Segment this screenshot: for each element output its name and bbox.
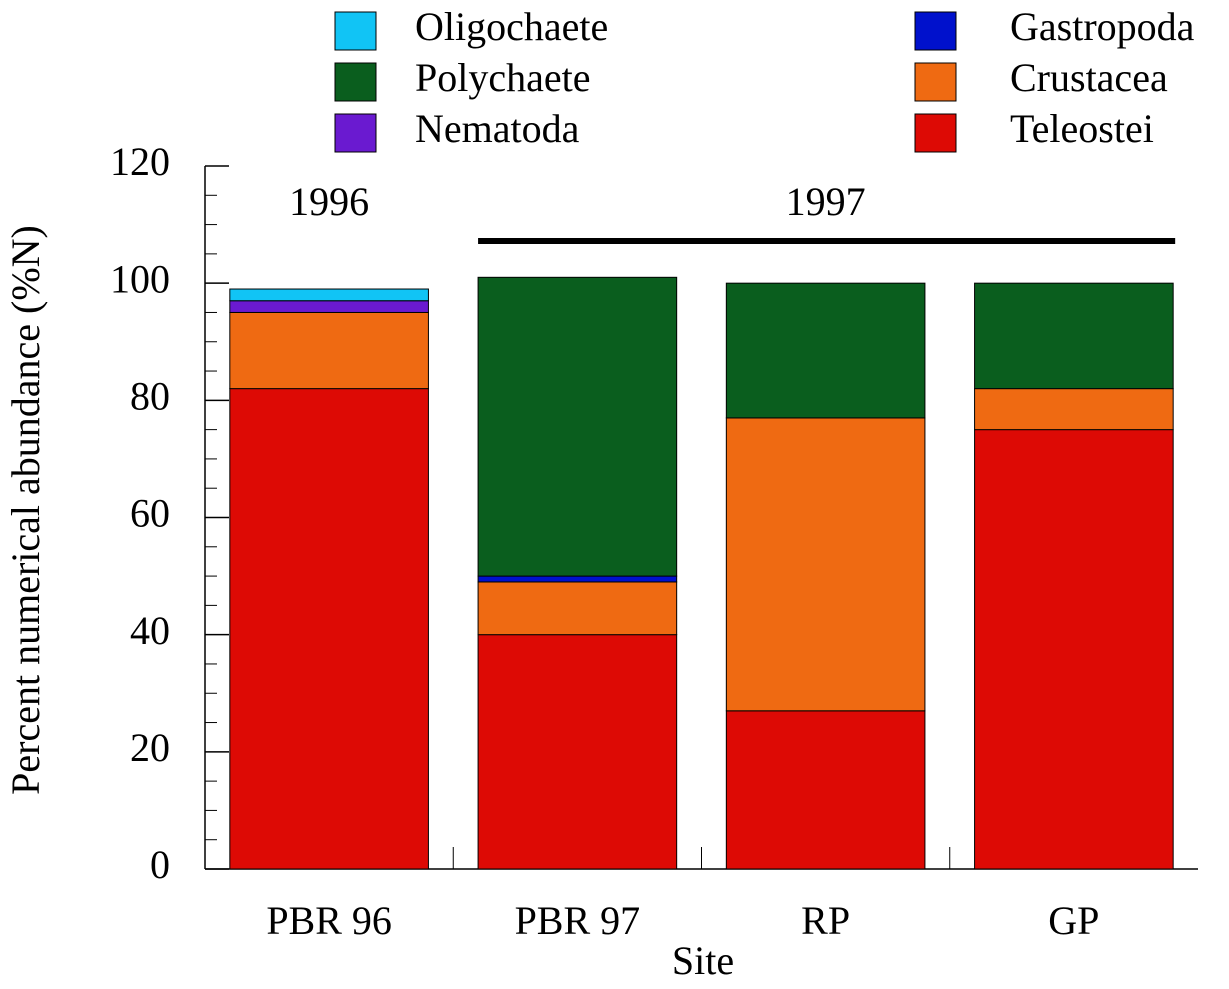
bar-segment [477,634,678,870]
bar-segment [974,429,1174,870]
legend-swatch [914,113,957,153]
legend-label: Teleostei [1010,106,1154,151]
bar-segment [725,710,926,870]
y-tick-label: 120 [110,139,170,184]
x-tick-label: PBR 97 [515,898,641,943]
bar-segment [477,581,678,636]
bar-segment [477,276,678,577]
bar-segment [725,282,926,419]
legend-label: Polychaete [415,55,591,100]
bar-segment [229,288,429,302]
x-tick-label: GP [1048,898,1099,943]
y-tick-label: 60 [130,491,170,536]
y-tick-label: 0 [150,842,170,887]
annotation: 1997 [786,179,866,224]
bar-segment [229,388,429,870]
legend-swatch [334,62,377,102]
y-axis-label: Percent numerical abundance (%N) [3,225,48,795]
bar-segment [974,388,1174,431]
legend-swatch [914,62,957,102]
y-tick-label: 20 [130,725,170,770]
x-tick-label: PBR 96 [266,898,392,943]
bar-segment [974,282,1174,390]
legend-label: Nematoda [415,106,580,151]
y-tick-label: 80 [130,374,170,419]
x-axis-label: Site [672,938,734,983]
legend-label: Crustacea [1010,55,1168,100]
bar-segment [725,417,926,712]
annotation: 1996 [289,179,369,224]
y-tick-label: 100 [110,256,170,301]
legend-label: Gastropoda [1010,4,1195,49]
bar-segment [229,311,429,390]
x-tick-label: RP [801,898,850,943]
legend-swatch [334,113,377,153]
bar-segment [477,575,678,583]
y-tick-label: 40 [130,608,170,653]
legend-swatch [334,11,377,51]
legend-label: Oligochaete [415,4,608,49]
legend-swatch [914,11,957,51]
bar-segment [229,300,429,313]
